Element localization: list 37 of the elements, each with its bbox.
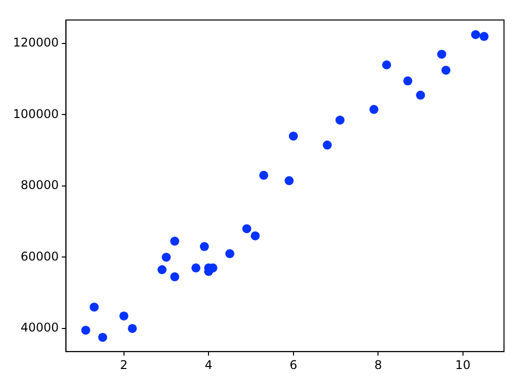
x-tick-label: 2 [120, 358, 128, 372]
point [284, 176, 294, 186]
point [441, 66, 450, 75]
y-tick-label: 40000 [20, 320, 59, 335]
point [170, 272, 180, 282]
point [200, 242, 209, 252]
point [369, 104, 378, 114]
point [403, 76, 412, 86]
y-tick-label: 120000 [12, 36, 59, 50]
point [90, 302, 99, 312]
point [259, 170, 268, 180]
y-tick-label: 100000 [12, 106, 59, 121]
x-tick-label: 10 [455, 358, 471, 372]
point [191, 263, 200, 272]
point [98, 332, 108, 342]
point [170, 236, 180, 246]
point [225, 249, 234, 258]
point [81, 326, 90, 335]
point [288, 132, 298, 141]
point [250, 231, 260, 240]
point [128, 324, 137, 333]
x-tick-label: 6 [290, 358, 298, 372]
y-tick-label: 80000 [20, 178, 59, 192]
point [242, 224, 252, 234]
y-tick-label: 60000 [20, 249, 59, 264]
point [162, 252, 171, 262]
x-tick-label: 8 [374, 358, 382, 372]
x-tick-label: 4 [204, 358, 212, 372]
point [322, 140, 332, 150]
point [416, 90, 426, 100]
point [471, 30, 480, 40]
point [480, 32, 489, 41]
point [437, 50, 446, 59]
point [119, 311, 128, 320]
point [158, 265, 167, 274]
point [335, 116, 344, 125]
point [382, 60, 392, 70]
